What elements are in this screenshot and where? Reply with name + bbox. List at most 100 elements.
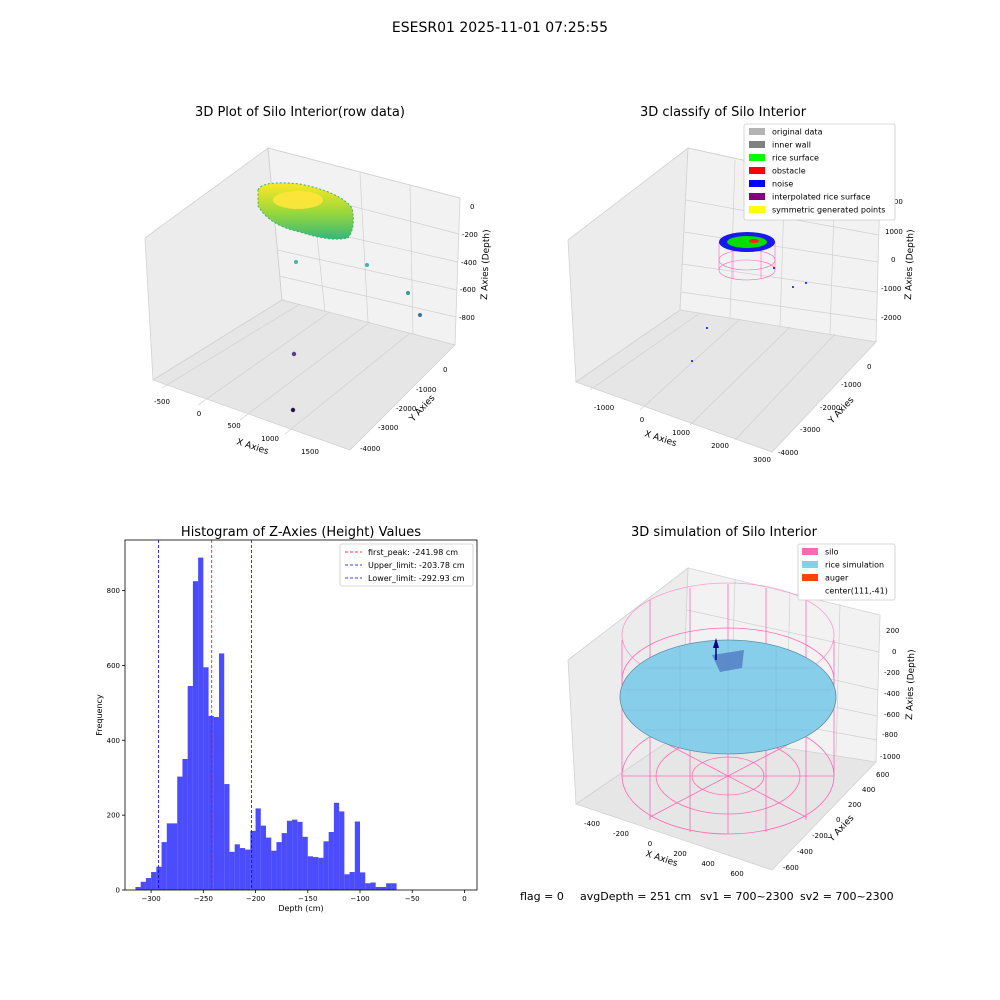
simulation-xtick: 0	[648, 840, 652, 848]
legend-swatch-inner-wall	[749, 141, 765, 148]
classify-xtick: 2000	[711, 442, 729, 450]
histogram-bar	[360, 872, 366, 890]
histogram-reference-lines	[158, 540, 253, 890]
simulation-xtick: -200	[613, 830, 629, 838]
histogram-bar	[271, 850, 277, 890]
classify-ytick: -1000	[841, 381, 861, 389]
classify-ytick: -4000	[778, 449, 798, 457]
histogram-bar	[234, 844, 240, 890]
legend-label: rice simulation	[825, 561, 884, 570]
status-line: flag = 0 avgDepth = 251 cm sv1 = 700~230…	[520, 890, 894, 903]
histogram-y-tick-label: 400	[107, 737, 120, 745]
raw-zlabel: Z Axies (Depth)	[480, 229, 492, 300]
simulation-xtick: 200	[673, 850, 686, 858]
histogram-x-tick-label: −100	[350, 895, 369, 903]
histogram-bar	[224, 784, 230, 890]
histogram-bar	[219, 653, 225, 890]
simulation-ztick: -1000	[880, 753, 900, 761]
legend-label: Lower_limit: -292.93 cm	[368, 574, 465, 583]
histogram-bar	[260, 825, 267, 890]
simulation-pane-floor	[575, 731, 877, 871]
panel-classify-title: 3D classify of Silo Interior	[640, 105, 807, 120]
histogram-bar	[276, 842, 282, 890]
histogram-bar	[250, 830, 256, 890]
histogram-y-tick-label: 600	[107, 662, 120, 670]
histogram-y-tick-label: 800	[107, 587, 120, 595]
simulation-ytick: 600	[876, 771, 889, 779]
simulation-ytick: 400	[862, 786, 875, 794]
simulation-ylabel: Y Axies	[826, 813, 856, 845]
legend-label: symmetric generated points	[772, 206, 885, 215]
histogram-bar	[245, 849, 251, 890]
classify-pane-floor	[575, 309, 877, 453]
histogram-bar	[140, 881, 146, 890]
histogram-x-tick-label: −250	[194, 895, 213, 903]
raw-xtick: 1000	[261, 435, 279, 443]
raw-gridlines	[161, 147, 461, 435]
histogram-bar	[391, 883, 397, 890]
histogram-bar	[297, 821, 303, 890]
histogram-bar	[375, 887, 381, 890]
histogram-bar	[166, 823, 172, 890]
legend-swatch-rice-surface	[749, 154, 765, 161]
histogram-ylabel: Frequency	[95, 694, 104, 736]
histogram-y-ticks: 0 200 400 600 800	[107, 587, 125, 895]
histogram-bar	[386, 883, 392, 890]
simulation-xtick: 600	[730, 870, 743, 878]
raw-ytick: -3000	[378, 424, 398, 432]
simulation-ytick: -600	[783, 864, 799, 872]
histogram-bar	[135, 887, 141, 890]
status-flag: flag = 0	[520, 890, 564, 903]
classify-xtick: 3000	[753, 456, 771, 464]
raw-ztick: -800	[459, 314, 475, 322]
classify-silo-wireframe	[718, 242, 776, 281]
histogram-bars	[135, 557, 397, 890]
histogram-bar	[323, 841, 329, 890]
simulation-ztick: -200	[884, 669, 900, 677]
histogram-bar	[192, 581, 199, 890]
legend-swatch-interpolated-rice-surface	[749, 193, 765, 200]
status-sv2: sv2 = 700~2300	[800, 890, 894, 903]
legend-label: silo	[825, 548, 839, 557]
raw-ztick: -400	[461, 259, 477, 267]
histogram-bar	[333, 802, 340, 890]
figure-suptitle: ESESR01 2025-11-01 07:25:55	[392, 20, 608, 36]
histogram-y-tick-label: 200	[107, 812, 120, 820]
classify-ztick: -2000	[881, 314, 901, 322]
histogram-bar	[177, 776, 183, 890]
simulation-xtick: 400	[701, 860, 714, 868]
histogram-bar	[292, 819, 298, 890]
simulation-xtick: -400	[584, 820, 600, 828]
histogram-bar	[172, 823, 178, 890]
simulation-ztick: -800	[882, 731, 898, 739]
status-avg-depth: avgDepth = 251 cm	[580, 890, 691, 903]
histogram-x-tick-label: 0	[462, 895, 466, 903]
raw-point-cloud-core	[273, 191, 323, 209]
legend-label: interpolated rice surface	[772, 193, 870, 202]
classify-noise-points	[691, 267, 807, 362]
legend-label: auger	[825, 574, 849, 583]
histogram-axes-frame	[124, 539, 478, 891]
classify-rice-surface	[727, 236, 767, 248]
classify-xtick: 1000	[672, 429, 690, 437]
histogram-bar	[203, 667, 209, 890]
histogram-bar	[161, 842, 167, 890]
histogram-bar	[187, 685, 193, 890]
panel-histogram: Histogram of Z-Axies (Height) Values −30…	[95, 525, 478, 913]
histogram-bar	[380, 887, 387, 890]
histogram-bar	[286, 820, 293, 890]
simulation-ytick: -200	[812, 832, 828, 840]
histogram-bar	[198, 557, 204, 890]
legend-label: first_peak: -241.98 cm	[368, 548, 458, 557]
simulation-ytick: -400	[797, 848, 813, 856]
raw-xtick: 1500	[301, 448, 319, 456]
histogram-x-tick-label: −150	[298, 895, 317, 903]
panel-simulation-3d: 3D simulation of Silo Interior	[567, 525, 917, 878]
simulation-zlabel: Z Axies (Depth)	[905, 649, 917, 720]
histogram-bar	[266, 837, 272, 890]
histogram-bar	[208, 715, 214, 890]
raw-ytick: -4000	[360, 445, 380, 453]
histogram-bar	[213, 717, 219, 890]
histogram-bar	[239, 848, 246, 890]
